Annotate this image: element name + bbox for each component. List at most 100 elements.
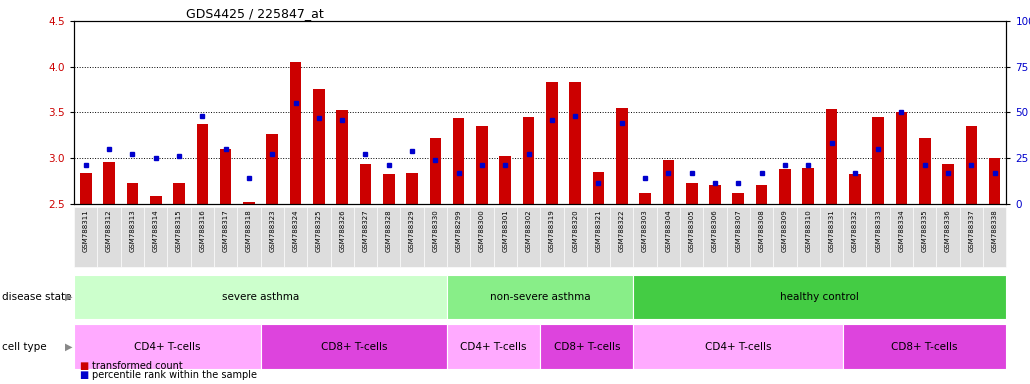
Bar — [546, 82, 557, 204]
Bar — [919, 138, 930, 204]
Text: CD8+ T-cells: CD8+ T-cells — [320, 341, 387, 352]
Bar — [80, 174, 92, 204]
Bar — [633, 275, 1006, 319]
Text: GSM788312: GSM788312 — [106, 209, 112, 252]
Bar — [896, 112, 907, 204]
Bar — [872, 117, 884, 204]
Text: GSM788301: GSM788301 — [503, 209, 508, 252]
Bar — [610, 207, 633, 267]
Text: GSM788303: GSM788303 — [642, 209, 648, 252]
Text: GSM788299: GSM788299 — [455, 209, 461, 252]
Text: GSM788304: GSM788304 — [665, 209, 672, 252]
Bar — [267, 134, 278, 204]
Bar — [703, 207, 727, 267]
Bar — [144, 207, 168, 267]
Bar — [127, 184, 138, 204]
Text: GSM788314: GSM788314 — [152, 209, 159, 252]
Bar — [820, 207, 844, 267]
Bar — [844, 324, 1006, 369]
Text: GSM788313: GSM788313 — [130, 209, 135, 252]
Bar — [570, 82, 581, 204]
Bar — [383, 174, 394, 204]
Text: GSM788332: GSM788332 — [852, 209, 858, 252]
Bar — [936, 207, 960, 267]
Bar — [447, 275, 633, 319]
Bar — [167, 207, 191, 267]
Text: ■: ■ — [79, 370, 89, 380]
Text: GSM788324: GSM788324 — [293, 209, 299, 252]
Bar — [616, 108, 627, 204]
Bar — [74, 275, 447, 319]
Text: GSM788307: GSM788307 — [735, 209, 742, 252]
Text: GSM788315: GSM788315 — [176, 209, 182, 252]
Bar — [173, 182, 184, 204]
Bar — [826, 109, 837, 204]
Bar — [447, 324, 540, 369]
Bar — [989, 158, 1000, 204]
Bar — [261, 207, 284, 267]
Bar — [289, 62, 302, 204]
Bar — [423, 207, 447, 267]
Bar — [983, 207, 1006, 267]
Text: GSM788320: GSM788320 — [573, 209, 578, 252]
Text: healthy control: healthy control — [781, 291, 859, 302]
Text: disease state: disease state — [2, 291, 71, 302]
Bar — [540, 207, 563, 267]
Bar — [633, 324, 844, 369]
Text: GSM788316: GSM788316 — [200, 209, 205, 252]
Bar — [662, 160, 675, 204]
Bar — [284, 207, 307, 267]
Text: ▶: ▶ — [65, 341, 72, 352]
Bar — [890, 207, 913, 267]
Text: GSM788319: GSM788319 — [549, 209, 555, 252]
Bar — [657, 207, 680, 267]
Bar — [726, 207, 750, 267]
Bar — [942, 164, 954, 204]
Bar — [732, 193, 744, 204]
Bar — [453, 118, 465, 204]
Bar — [406, 174, 418, 204]
Bar — [331, 207, 354, 267]
Bar — [802, 168, 814, 204]
Text: GSM788338: GSM788338 — [992, 209, 998, 252]
Text: cell type: cell type — [2, 341, 46, 352]
Bar — [633, 207, 657, 267]
Text: GSM788331: GSM788331 — [828, 209, 834, 252]
Text: GSM788326: GSM788326 — [339, 209, 345, 252]
Bar — [103, 162, 115, 204]
Bar — [640, 193, 651, 204]
Bar — [756, 185, 767, 204]
Text: CD8+ T-cells: CD8+ T-cells — [553, 341, 620, 352]
Text: GSM788309: GSM788309 — [782, 209, 788, 252]
Text: non-severe asthma: non-severe asthma — [490, 291, 590, 302]
Text: GSM788302: GSM788302 — [525, 209, 531, 252]
Bar — [337, 109, 348, 204]
Text: GSM788310: GSM788310 — [805, 209, 812, 252]
Text: GSM788308: GSM788308 — [759, 209, 764, 252]
Text: ▶: ▶ — [65, 291, 72, 302]
Bar — [686, 182, 697, 204]
Bar — [191, 207, 214, 267]
Bar — [517, 207, 540, 267]
Text: GSM788311: GSM788311 — [82, 209, 89, 252]
Text: CD4+ T-cells: CD4+ T-cells — [706, 341, 771, 352]
Text: GSM788300: GSM788300 — [479, 209, 485, 252]
Text: GSM788325: GSM788325 — [316, 209, 321, 252]
Bar — [844, 207, 866, 267]
Bar — [866, 207, 890, 267]
Bar — [587, 207, 610, 267]
Text: CD8+ T-cells: CD8+ T-cells — [892, 341, 958, 352]
Bar — [913, 207, 936, 267]
Text: percentile rank within the sample: percentile rank within the sample — [92, 370, 256, 380]
Text: GSM788333: GSM788333 — [876, 209, 881, 252]
Text: CD4+ T-cells: CD4+ T-cells — [460, 341, 527, 352]
Bar — [563, 207, 587, 267]
Text: GSM788323: GSM788323 — [269, 209, 275, 252]
Bar — [219, 149, 232, 204]
Bar — [197, 124, 208, 204]
Bar — [680, 207, 703, 267]
Bar — [243, 202, 254, 204]
Bar — [377, 207, 401, 267]
Text: GSM788335: GSM788335 — [922, 209, 928, 252]
Text: severe asthma: severe asthma — [222, 291, 300, 302]
